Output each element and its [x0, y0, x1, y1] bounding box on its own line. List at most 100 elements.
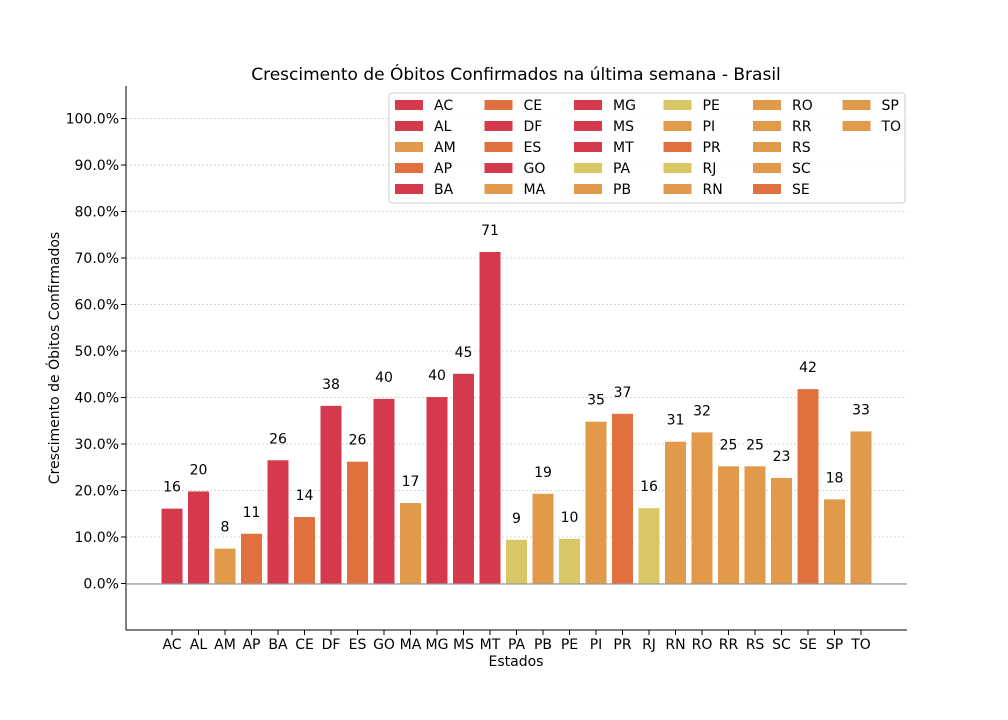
bar-ro: [691, 432, 713, 584]
legend-swatch-pr: [663, 142, 692, 152]
legend: AC AL AM AP BA CE DF ES GO MA MG MS MT PA PB PE PI PR RJ RN…: [388, 92, 906, 204]
bar-sc: [771, 477, 792, 584]
y-axis-label: Crescimento de Óbitos Confirmados: [45, 232, 63, 484]
x-tick-label-ms: MS: [453, 637, 474, 653]
legend-label-ms: MS: [613, 119, 634, 135]
data-label-pb: 19: [534, 465, 552, 481]
bar-go: [373, 398, 395, 584]
bar-rn: [665, 441, 686, 584]
legend-label-ro: RO: [792, 98, 813, 114]
legend-swatch-al: [395, 121, 423, 131]
chart-title: Crescimento de Óbitos Confirmados na últ…: [251, 63, 781, 85]
data-label-pe: 10: [561, 510, 579, 526]
data-label-pr: 37: [614, 385, 632, 401]
data-label-pi: 35: [587, 393, 605, 409]
x-tick-label-se: SE: [799, 637, 817, 653]
bar-pa: [506, 539, 527, 584]
data-label-rs: 25: [746, 437, 764, 453]
data-label-to: 33: [852, 402, 870, 418]
data-label-ms: 45: [455, 345, 473, 361]
bar-df: [320, 405, 342, 584]
x-ticks: AC AL AM AP BA CE DF ES GO MA MG MS MT PA PB PE PI PR RJ RN…: [162, 630, 871, 653]
x-tick-label-ma: MA: [400, 637, 422, 653]
bar-ba: [267, 460, 289, 584]
bar-ap: [241, 533, 262, 584]
bars: [161, 251, 872, 584]
legend-swatch-to: [842, 121, 871, 131]
y-tick-label: 60.0%: [75, 298, 119, 314]
x-axis-label: Estados: [489, 654, 544, 670]
x-tick-label-al: AL: [190, 637, 208, 653]
bar-mg: [426, 397, 448, 584]
x-tick-label-go: GO: [373, 637, 395, 653]
bar-mt: [479, 251, 501, 584]
legend-label-ce: CE: [524, 98, 543, 114]
y-tick-label: 30.0%: [75, 437, 119, 453]
x-tick-label-es: ES: [349, 637, 367, 653]
data-label-ac: 16: [163, 480, 181, 496]
data-label-ap: 11: [243, 505, 261, 521]
legend-label-to: TO: [881, 119, 902, 135]
legend-label-am: AM: [434, 140, 456, 156]
legend-swatch-ap: [395, 163, 423, 173]
legend-label-sc: SC: [792, 161, 811, 177]
legend-swatch-se: [753, 184, 781, 194]
x-tick-label-am: AM: [214, 637, 236, 653]
y-tick-label: 100.0%: [66, 112, 119, 128]
y-tick-label: 20.0%: [75, 484, 119, 500]
bar-rs: [744, 466, 766, 584]
legend-swatch-es: [484, 142, 513, 152]
legend-label-df: DF: [524, 119, 543, 135]
x-tick-label-sp: SP: [826, 637, 843, 653]
legend-swatch-sp: [842, 100, 871, 110]
bar-ac: [161, 508, 183, 584]
x-tick-label-sc: SC: [772, 637, 791, 653]
legend-swatch-pi: [663, 121, 692, 131]
x-tick-label-rj: RJ: [642, 637, 656, 653]
bar-to: [850, 431, 872, 584]
bar-es: [347, 461, 368, 584]
legend-label-es: ES: [524, 140, 542, 156]
data-label-sc: 23: [773, 449, 791, 465]
data-label-es: 26: [349, 433, 367, 449]
x-tick-label-ac: AC: [162, 637, 181, 653]
legend-swatch-rs: [753, 142, 781, 152]
data-label-ce: 14: [296, 488, 314, 504]
legend-label-rr: RR: [792, 119, 812, 135]
legend-swatch-pa: [574, 163, 602, 173]
bar-al: [188, 491, 209, 584]
legend-label-ap: AP: [434, 161, 452, 177]
bar-pi: [585, 421, 607, 584]
x-tick-label-rs: RS: [746, 637, 765, 653]
data-label-al: 20: [190, 462, 208, 478]
legend-swatch-go: [484, 163, 513, 173]
legend-swatch-rn: [663, 184, 692, 194]
x-tick-label-pr: PR: [613, 637, 631, 653]
data-label-go: 40: [375, 370, 393, 386]
legend-label-mg: MG: [613, 98, 636, 114]
bar-rr: [718, 466, 739, 584]
bar-am: [214, 548, 236, 584]
legend-label-pa: PA: [613, 161, 631, 177]
y-tick-label: 10.0%: [75, 530, 119, 546]
legend-box: [388, 92, 906, 204]
legend-label-se: SE: [792, 182, 810, 198]
x-tick-label-ba: BA: [268, 637, 288, 653]
y-tick-label: 50.0%: [75, 344, 119, 360]
legend-label-pi: PI: [703, 119, 716, 135]
x-tick-label-to: TO: [850, 637, 871, 653]
bar-se: [797, 389, 819, 584]
data-labels: 16 20 8 11 26 14 38 26 40 17 40 45 71 9 19 10 35 37 16 31 32…: [163, 223, 870, 536]
x-tick-label-pi: PI: [590, 637, 603, 653]
x-tick-label-rn: RN: [665, 637, 685, 653]
legend-label-go: GO: [524, 161, 546, 177]
data-label-ba: 26: [269, 431, 287, 447]
legend-label-ma: MA: [524, 182, 546, 198]
x-tick-label-rr: RR: [719, 637, 739, 653]
legend-label-ac: AC: [434, 98, 453, 114]
x-tick-label-ap: AP: [242, 637, 260, 653]
legend-swatch-sc: [753, 163, 781, 173]
x-tick-label-pb: PB: [534, 637, 552, 653]
legend-label-mt: MT: [613, 140, 634, 156]
